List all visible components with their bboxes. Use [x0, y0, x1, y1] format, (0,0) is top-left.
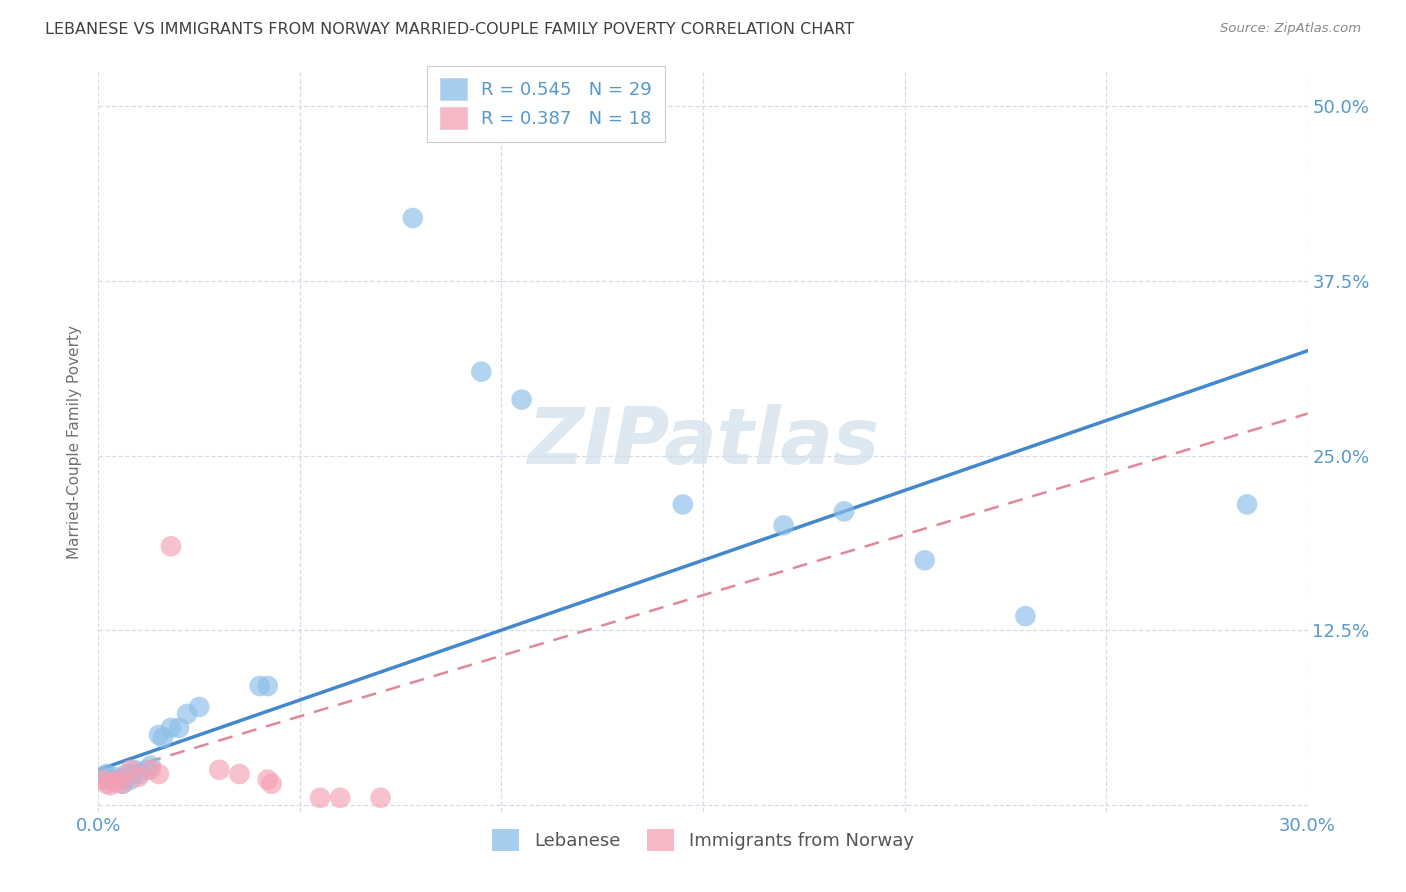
Point	[1236, 497, 1258, 511]
Point	[188, 700, 211, 714]
Point	[128, 770, 150, 784]
Point	[107, 772, 129, 787]
Legend: Lebanese, Immigrants from Norway: Lebanese, Immigrants from Norway	[485, 822, 921, 858]
Point	[256, 772, 278, 787]
Point	[228, 767, 250, 781]
Y-axis label: Married-Couple Family Poverty: Married-Couple Family Poverty	[67, 325, 83, 558]
Point	[107, 772, 129, 787]
Point	[470, 365, 492, 379]
Point	[249, 679, 271, 693]
Point	[370, 790, 392, 805]
Point	[1014, 609, 1036, 624]
Point	[139, 763, 162, 777]
Point	[160, 721, 183, 735]
Point	[260, 777, 283, 791]
Point	[256, 679, 278, 693]
Point	[914, 553, 936, 567]
Point	[176, 706, 198, 721]
Point	[832, 504, 855, 518]
Point	[152, 731, 174, 745]
Point	[120, 772, 142, 787]
Point	[329, 790, 352, 805]
Point	[148, 767, 170, 781]
Point	[309, 790, 332, 805]
Point	[111, 777, 134, 791]
Point	[91, 772, 114, 787]
Point	[148, 728, 170, 742]
Point	[100, 778, 122, 792]
Point	[96, 767, 118, 781]
Point	[115, 767, 138, 781]
Point	[135, 763, 157, 777]
Point	[120, 763, 142, 777]
Point	[96, 777, 118, 791]
Point	[208, 763, 231, 777]
Point	[103, 770, 125, 784]
Point	[772, 518, 794, 533]
Point	[510, 392, 533, 407]
Point	[103, 775, 125, 789]
Point	[167, 721, 190, 735]
Point	[402, 211, 425, 225]
Text: Source: ZipAtlas.com: Source: ZipAtlas.com	[1220, 22, 1361, 36]
Point	[128, 767, 150, 781]
Text: LEBANESE VS IMMIGRANTS FROM NORWAY MARRIED-COUPLE FAMILY POVERTY CORRELATION CHA: LEBANESE VS IMMIGRANTS FROM NORWAY MARRI…	[45, 22, 855, 37]
Text: ZIPatlas: ZIPatlas	[527, 403, 879, 480]
Point	[111, 777, 134, 791]
Point	[124, 763, 146, 777]
Point	[100, 772, 122, 787]
Point	[91, 770, 114, 784]
Point	[139, 758, 162, 772]
Point	[160, 539, 183, 553]
Point	[672, 497, 695, 511]
